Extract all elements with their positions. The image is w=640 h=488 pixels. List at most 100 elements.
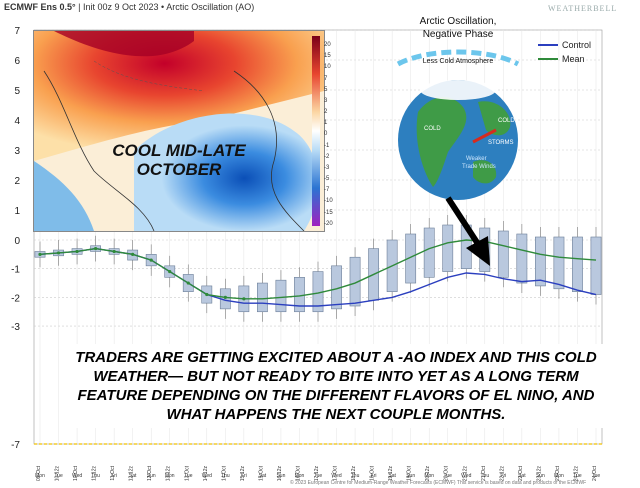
x-tick-day: Tue xyxy=(314,473,323,479)
colorbar-label: 1 xyxy=(324,120,328,127)
colorbar-labels: 20 15 10 7 5 3 2 1 0 -1 -2 -3 -5 -7 -10 -15 -20 xyxy=(324,38,333,228)
x-tick-date: 19-Oct xyxy=(407,465,413,481)
x-tick-date: 14-12z xyxy=(203,466,209,482)
y-tick-label: 3 xyxy=(14,146,20,157)
ensemble-box xyxy=(442,224,454,272)
x-tick-day: Sat xyxy=(129,473,137,479)
ensemble-box xyxy=(590,236,602,295)
diagram-title-1: Arctic Oscillation, xyxy=(420,16,497,27)
x-tick-date: 09-Oct xyxy=(36,465,42,481)
x-tick-day: Fri xyxy=(111,473,117,479)
mean-point xyxy=(242,297,246,301)
storms-label: STORMS xyxy=(488,140,514,146)
ensemble-box xyxy=(516,233,528,284)
x-tick-date: 24-12z xyxy=(573,466,579,482)
mean-point xyxy=(56,251,61,255)
mean-swatch xyxy=(538,58,558,60)
x-tick-day: Thu xyxy=(351,473,360,479)
x-tick-day: Tue xyxy=(54,473,63,479)
trade-winds-label-2: Trade Winds xyxy=(462,164,496,170)
x-tick-day: Mon xyxy=(554,473,564,479)
ensemble-box xyxy=(423,227,435,278)
trade-winds-label-1: Weaker xyxy=(466,156,487,162)
control-swatch xyxy=(538,44,558,46)
colorbar-label: 15 xyxy=(324,53,331,60)
ensemble-box xyxy=(572,236,583,292)
ensemble-box xyxy=(535,236,546,287)
atmosphere-label: Less Cold Atmosphere xyxy=(423,58,494,65)
x-tick-date: 12-Oct xyxy=(147,465,153,481)
ensemble-box xyxy=(460,224,472,270)
x-tick-date: 23-12z xyxy=(536,466,542,482)
x-tick-date: 16-12z xyxy=(277,466,283,482)
colorbar-label: -20 xyxy=(324,220,333,227)
y-tick-label: -2 xyxy=(11,293,20,304)
cold-left-label: COLD xyxy=(424,126,441,132)
model-name: ECMWF Ens 0.5° xyxy=(4,2,76,12)
mean-point xyxy=(94,247,98,251)
brand-logo: WEATHERBELL xyxy=(548,4,618,13)
y-tick-label: 5 xyxy=(14,86,20,97)
mean-point xyxy=(112,249,116,254)
ensemble-box xyxy=(275,279,287,313)
x-tick-day: Tue xyxy=(573,473,582,479)
y-tick-label: 0 xyxy=(14,236,20,247)
x-tick-day: Thu xyxy=(221,473,230,479)
mean-point xyxy=(149,258,153,262)
colorbar-label: -2 xyxy=(324,153,330,160)
x-tick-date: 15-12z xyxy=(240,466,246,482)
x-tick-date: 10-Oct xyxy=(73,465,79,481)
x-tick-day: Sat xyxy=(388,473,396,479)
colorbar-label: 20 xyxy=(324,42,331,48)
ensemble-box xyxy=(553,236,565,290)
init-time: Init 00z 9 Oct 2023 xyxy=(82,2,159,12)
x-tick-date: 10-12z xyxy=(55,466,61,482)
x-tick-day: Thu xyxy=(91,473,100,479)
x-tick-date: 22-Oct xyxy=(518,465,524,481)
ensemble-box xyxy=(497,230,509,278)
mean-point xyxy=(186,281,190,285)
diagram-title-2: Negative Phase xyxy=(423,29,494,40)
x-tick-date: 18-12z xyxy=(351,466,357,482)
y-tick-label: 6 xyxy=(14,56,20,67)
x-tick-day: Mon xyxy=(35,473,45,479)
colorbar-label: 0 xyxy=(324,131,328,138)
x-tick-date: 22-12z xyxy=(499,466,505,482)
x-tick-date: 12-12z xyxy=(129,466,135,482)
x-tick-date: 23-Oct xyxy=(555,465,561,481)
temperature-anomaly-map: COOL MID-LATE OCTOBER xyxy=(33,30,325,232)
colorbar-label: 7 xyxy=(324,75,328,82)
cold-right-label: COLD xyxy=(498,118,515,124)
mean-point xyxy=(223,295,227,299)
x-tick-day: Sat xyxy=(259,473,267,479)
x-tick-date: 19-12z xyxy=(388,466,394,482)
x-tick-day: Mon xyxy=(295,473,305,479)
y-tick-label: 2 xyxy=(14,176,20,187)
x-tick-date: 17-12z xyxy=(314,466,320,482)
mean-point xyxy=(205,292,209,297)
map-overlay-text: COOL MID-LATE OCTOBER xyxy=(112,141,246,179)
y-tick-label: 7 xyxy=(14,26,20,37)
x-tick-day: Fri xyxy=(500,473,506,479)
x-tick-date: 16-Oct xyxy=(295,465,301,481)
x-tick-date: 14-Oct xyxy=(221,465,227,481)
mean-point xyxy=(131,252,135,256)
colorbar-label: 10 xyxy=(324,64,331,71)
x-tick-day: Wed xyxy=(331,473,341,479)
x-tick-date: 11-12z xyxy=(92,466,98,481)
x-tick-date: 21-Oct xyxy=(481,465,487,481)
x-tick-day: Sun xyxy=(536,473,545,479)
chart-legend: Control Mean xyxy=(538,38,591,66)
x-tick-day: Sun xyxy=(147,473,156,479)
colorbar-label: 2 xyxy=(324,109,328,116)
mean-point xyxy=(168,269,172,274)
colorbar-label: -5 xyxy=(324,176,330,183)
y-tick-label: -3 xyxy=(11,322,20,333)
x-tick-date: 11-Oct xyxy=(110,465,116,480)
mean-point xyxy=(75,249,79,254)
chart-header: ECMWF Ens 0.5° | Init 00z 9 Oct 2023 • A… xyxy=(4,2,255,12)
x-tick-day: Mon xyxy=(165,473,175,479)
y-tick-label: -7 xyxy=(11,440,20,451)
